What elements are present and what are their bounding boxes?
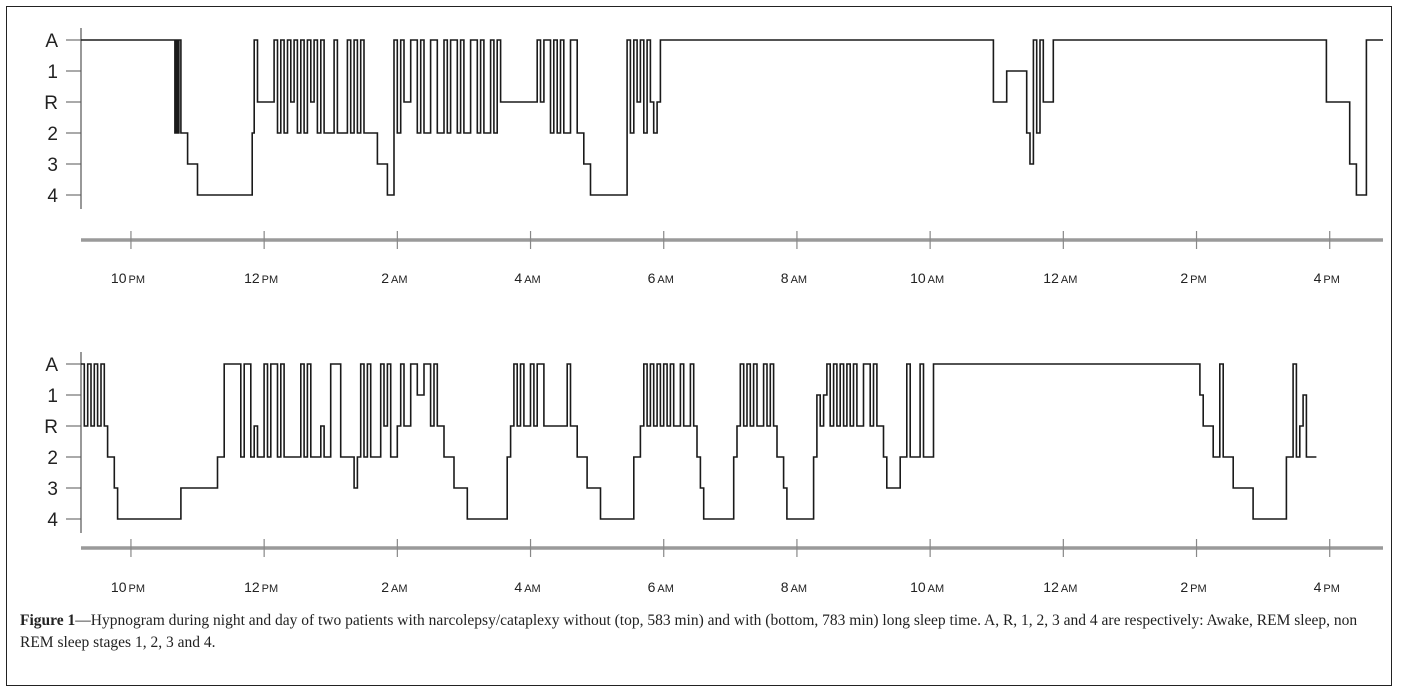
bottom-x-tick-label-10PM: 10 PM [111, 579, 145, 595]
top-x-tick-label-2AM: 2 AM [381, 270, 407, 286]
bottom-y-tick-label-4: 4 [47, 510, 58, 531]
top-y-tick-label-2: 2 [47, 124, 58, 145]
top-x-tick-label-6AM: 6 AM [648, 270, 674, 286]
bottom-hypnogram-line [81, 363, 1317, 520]
bottom-y-tick-label-2: 2 [47, 448, 58, 469]
bottom-x-tick-label-4AM: 4 AM [514, 579, 540, 595]
top-y-tick-label-1: 1 [47, 62, 58, 83]
top-x-tick-label-8AM: 8 AM [781, 270, 807, 286]
top-x-tick-label-12PM: 12 PM [244, 270, 278, 286]
bottom-x-tick-label-4PM: 4 PM [1314, 579, 1340, 595]
bottom-x-tick-label-12PM: 12 PM [244, 579, 278, 595]
bottom-x-tick-label-12AM: 12 AM [1043, 579, 1077, 595]
bottom-y-tick-label-A: A [45, 355, 58, 376]
figure-caption: Figure 1—Hypnogram during night and day … [20, 610, 1380, 654]
bottom-y-tick-label-1: 1 [47, 386, 58, 407]
top-x-tick-label-10AM: 10 AM [910, 270, 944, 286]
bottom-x-tick-label-6AM: 6 AM [648, 579, 674, 595]
bottom-x-tick-label-2AM: 2 AM [381, 579, 407, 595]
top-x-tick-label-4AM: 4 AM [514, 270, 540, 286]
figure-frame [6, 6, 1392, 686]
bottom-y-tick-label-3: 3 [47, 479, 58, 500]
top-hypnogram-line [81, 39, 1383, 196]
top-x-tick-label-4PM: 4 PM [1314, 270, 1340, 286]
top-y-tick-label-4: 4 [47, 186, 58, 207]
top-y-tick-label-3: 3 [47, 155, 58, 176]
bottom-x-tick-label-8AM: 8 AM [781, 579, 807, 595]
top-x-tick-label-10PM: 10 PM [111, 270, 145, 286]
bottom-x-tick-label-10AM: 10 AM [910, 579, 944, 595]
bottom-y-tick-label-R: R [44, 417, 58, 438]
top-x-tick-label-12AM: 12 AM [1043, 270, 1077, 286]
top-y-tick-label-A: A [45, 31, 58, 52]
bottom-x-tick-label-2PM: 2 PM [1180, 579, 1206, 595]
caption-label: Figure 1 [20, 612, 76, 629]
top-y-tick-label-R: R [44, 93, 58, 114]
caption-text: —Hypnogram during night and day of two p… [20, 612, 1358, 651]
top-x-tick-label-2PM: 2 PM [1180, 270, 1206, 286]
